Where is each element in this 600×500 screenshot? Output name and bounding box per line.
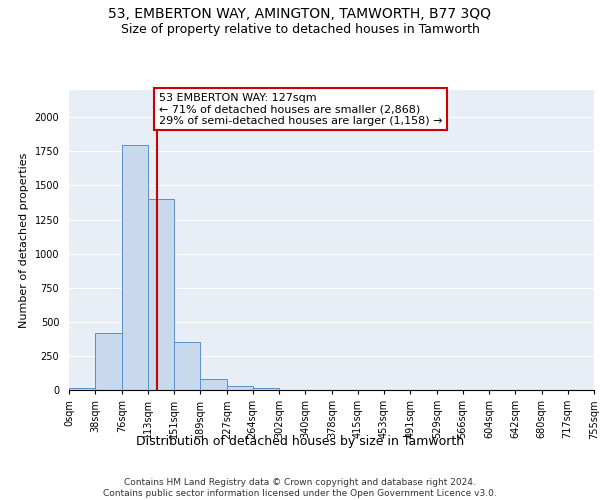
- Bar: [200, 379, 227, 390]
- Bar: [227, 386, 253, 390]
- Text: Distribution of detached houses by size in Tamworth: Distribution of detached houses by size …: [136, 435, 464, 448]
- Text: Size of property relative to detached houses in Tamworth: Size of property relative to detached ho…: [121, 22, 479, 36]
- Text: Contains HM Land Registry data © Crown copyright and database right 2024.
Contai: Contains HM Land Registry data © Crown c…: [103, 478, 497, 498]
- Text: 53 EMBERTON WAY: 127sqm
← 71% of detached houses are smaller (2,868)
29% of semi: 53 EMBERTON WAY: 127sqm ← 71% of detache…: [159, 92, 442, 126]
- Y-axis label: Number of detached properties: Number of detached properties: [19, 152, 29, 328]
- Bar: [148, 199, 174, 390]
- Text: 53, EMBERTON WAY, AMINGTON, TAMWORTH, B77 3QQ: 53, EMBERTON WAY, AMINGTON, TAMWORTH, B7…: [109, 8, 491, 22]
- Bar: [69, 388, 95, 390]
- Bar: [122, 144, 148, 390]
- Bar: [95, 332, 122, 390]
- Bar: [174, 342, 200, 390]
- Bar: [253, 388, 279, 390]
